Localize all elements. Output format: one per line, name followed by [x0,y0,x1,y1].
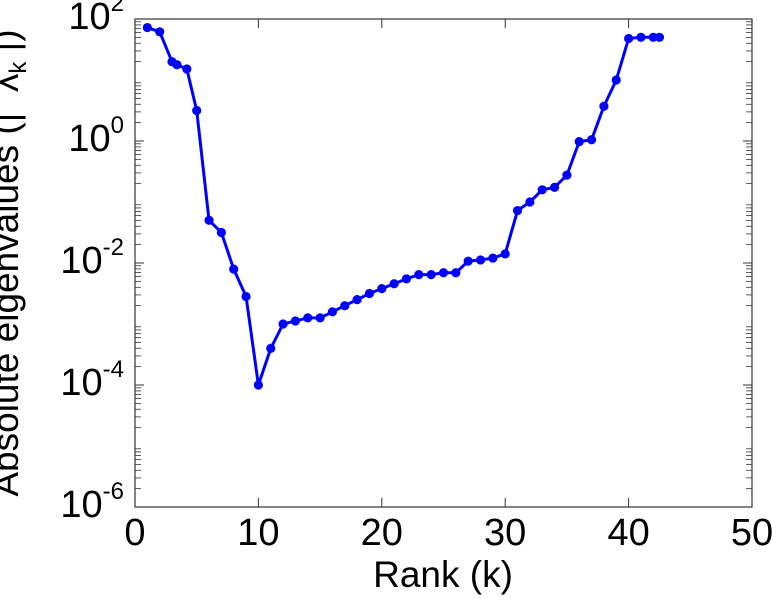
svg-text:0: 0 [124,512,145,554]
svg-text:Rank (k): Rank (k) [373,554,513,595]
svg-text:20: 20 [361,512,403,554]
svg-text:40: 40 [607,512,649,554]
svg-text:10: 10 [237,512,279,554]
svg-text:30: 30 [484,512,526,554]
svg-text:50: 50 [731,512,772,554]
